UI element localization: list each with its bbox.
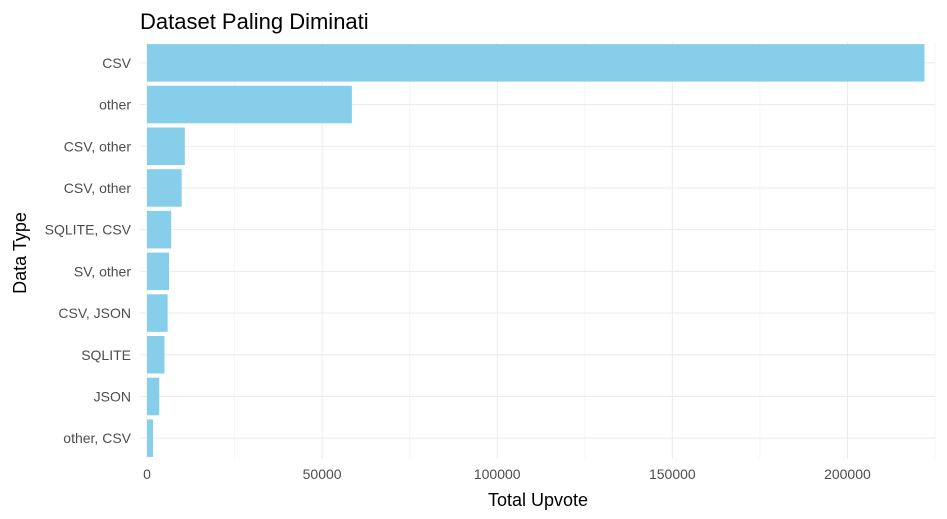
x-tick-label: 100000 (474, 466, 521, 482)
bar (147, 210, 172, 249)
y-tick-label: SQLITE (81, 347, 131, 363)
bar (147, 377, 160, 416)
bar (147, 85, 352, 124)
chart-title: Dataset Paling Diminati (140, 9, 369, 34)
x-tick-label: 150000 (649, 466, 696, 482)
y-tick-labels: CSV other CSV, other CSV, other SQLITE, CSV S… (45, 55, 132, 446)
x-axis-title: Total Upvote (488, 490, 588, 510)
x-tick-label: 0 (143, 466, 151, 482)
y-tick-label: SV, other (74, 263, 131, 279)
y-tick-label: CSV (102, 55, 131, 71)
x-tick-labels: 0 50000 100000 150000 200000 (143, 466, 871, 482)
y-tick-label: CSV, other (64, 138, 132, 154)
y-tick-label: CSV, JSON (58, 305, 131, 321)
bars (147, 44, 925, 457)
bar (147, 294, 168, 332)
y-tick-label: JSON (94, 388, 131, 404)
bar (147, 169, 182, 207)
bar (147, 419, 153, 457)
bar (147, 44, 925, 82)
x-tick-label: 200000 (824, 466, 871, 482)
bar (147, 252, 170, 291)
bar (147, 127, 185, 166)
y-tick-label: SQLITE, CSV (45, 222, 132, 238)
y-tick-label: other, CSV (63, 430, 131, 446)
y-tick-label: other (99, 97, 131, 113)
y-axis-title: Data Type (10, 212, 30, 294)
bar (147, 335, 165, 374)
x-tick-label: 50000 (303, 466, 342, 482)
y-tick-label: CSV, other (64, 180, 132, 196)
